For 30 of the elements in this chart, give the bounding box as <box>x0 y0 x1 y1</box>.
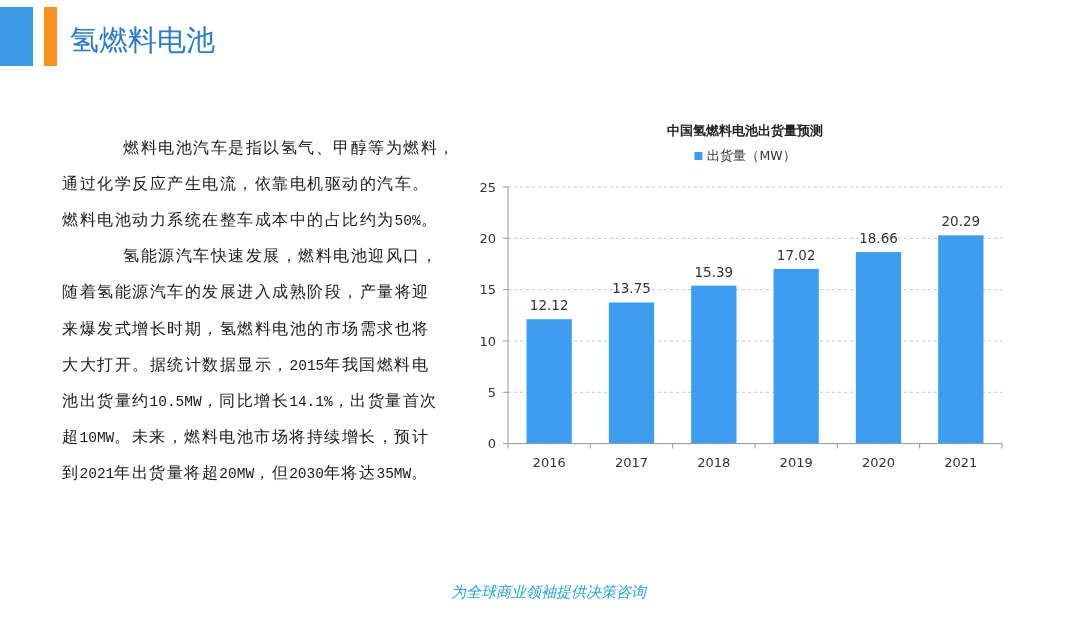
data-label: 12.12 <box>529 297 569 314</box>
y-tick-label: 0 <box>487 436 496 452</box>
y-tick-label: 15 <box>479 282 496 298</box>
bar <box>526 319 572 444</box>
text: 为全球商业领袖提供决策咨询 <box>450 583 648 601</box>
bar <box>938 235 984 444</box>
bar <box>608 302 655 444</box>
data-label: 18.66 <box>859 230 898 247</box>
x-tick-label: 2021 <box>944 455 978 470</box>
bar <box>855 252 902 444</box>
y-tick-label: 25 <box>479 179 496 195</box>
y-tick-label: 10 <box>479 333 496 349</box>
y-tick-label: 20 <box>479 230 496 246</box>
y-tick-label: 5 <box>487 384 496 400</box>
x-tick-label: 2020 <box>861 455 896 470</box>
x-tick-label: 2017 <box>614 455 649 470</box>
x-tick-label: 2018 <box>697 455 731 470</box>
bar <box>773 268 819 444</box>
x-tick-label: 2016 <box>532 455 566 470</box>
data-label: 13.75 <box>612 280 651 297</box>
bar <box>691 285 737 444</box>
data-label: 15.39 <box>694 263 734 280</box>
text: 燃料电池汽车是指以氢气、甲醇等为燃料，通过化学反应产生电流，依靠电机驱动的汽车。燃料电池动力系统在整车成本中的占比约为50%。 <box>62 138 456 230</box>
text: 氢能源汽车快速发展，燃料电池迎风口，随着氢能源汽车的发展进入成熟阶段，产量将迎来爆发式增长时期，氢燃料电池的市场需求也将大大打开。据统计数据显示，2015年我国燃料电池出货量约10.5MW，同比增长14.1%，出货量首次超10MW。未来，燃料电池市场将持续增长，预计到2021年出货量将超20MW，但2030年将达35MW。 <box>62 246 439 482</box>
x-tick-label: 2019 <box>779 455 813 470</box>
chart-title: 中国氢燃料电池出货量预测 <box>667 123 823 138</box>
text: 氢燃料电池 <box>70 23 215 57</box>
legend-label: 出货量（MW） <box>707 148 796 163</box>
data-label: 17.02 <box>776 246 816 263</box>
data-label: 20.29 <box>941 213 981 230</box>
